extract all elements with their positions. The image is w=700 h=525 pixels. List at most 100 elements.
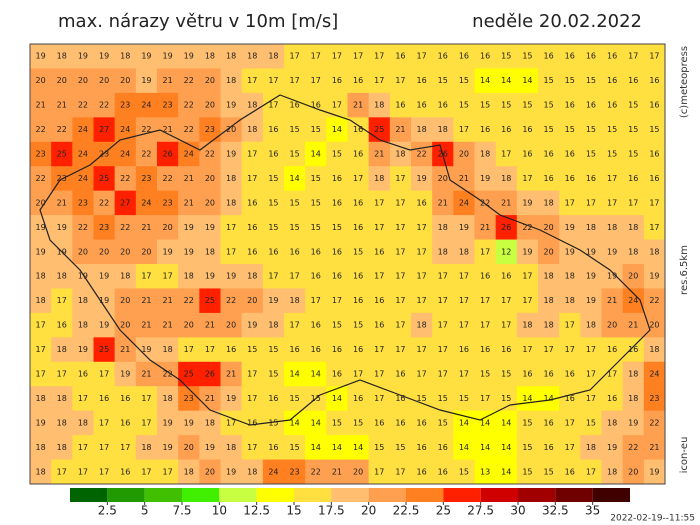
cell-value: 17 [268, 101, 278, 110]
grid-cell [284, 435, 306, 461]
grid-cell [305, 44, 327, 69]
grid-cell [326, 435, 348, 461]
cell-value: 17 [374, 370, 384, 379]
grid-cell [474, 141, 497, 167]
cell-value: 19 [480, 174, 490, 183]
grid-cell [559, 141, 581, 167]
cell-value: 18 [565, 272, 575, 281]
cell-value: 16 [247, 198, 257, 207]
cell-value: 15 [459, 394, 469, 403]
grid-cell [411, 190, 433, 216]
grid-cell [538, 117, 560, 143]
cell-value: 19 [35, 223, 45, 232]
grid-cell [622, 44, 645, 69]
cell-value: 16 [99, 394, 109, 403]
grid-cell [411, 288, 433, 314]
grid-cell [262, 386, 285, 412]
cell-value: 15 [311, 198, 321, 207]
grid-cell [51, 337, 73, 363]
grid-cell [368, 92, 391, 118]
cell-value: 26 [501, 223, 511, 232]
grid-cell [368, 337, 391, 363]
grid-cell [241, 386, 264, 412]
grid-cell [347, 386, 370, 412]
legend-swatch [555, 488, 593, 502]
grid-cell [432, 337, 454, 363]
grid-cell [114, 435, 137, 461]
grid-cell [516, 117, 539, 143]
grid-cell [368, 215, 391, 241]
cell-value: 17 [586, 394, 596, 403]
grid-cell [516, 361, 539, 387]
cell-value: 19 [35, 418, 45, 427]
grid-cell [495, 288, 518, 314]
grid-cell [580, 117, 602, 143]
grid-cell [495, 44, 518, 69]
grid-cell [538, 459, 560, 485]
grid-cell [51, 459, 73, 485]
legend-tick-label: 30 [510, 504, 525, 518]
cell-value: 21 [459, 174, 469, 183]
grid-cell [601, 215, 624, 241]
grid-cell [262, 361, 285, 387]
grid-cell [559, 288, 581, 314]
grid-cell [51, 288, 73, 314]
cell-value: 22 [57, 125, 67, 134]
cell-value: 15 [289, 150, 299, 159]
legend-swatch [107, 488, 145, 502]
cell-value: 21 [184, 198, 194, 207]
grid-cell [284, 44, 306, 69]
cell-value: 16 [289, 101, 299, 110]
grid-cell [389, 190, 412, 216]
grid-cell [326, 264, 348, 289]
cell-value: 17 [247, 174, 257, 183]
grid-cell [559, 312, 581, 338]
cell-value: 18 [226, 443, 236, 452]
grid-cell [516, 312, 539, 338]
cell-value: 17 [395, 223, 405, 232]
cell-value: 18 [35, 272, 45, 281]
grid-cell [389, 239, 412, 265]
grid-cell [495, 190, 518, 216]
cell-value: 20 [226, 125, 236, 134]
grid-cell [538, 361, 560, 387]
grid-cell [157, 190, 179, 216]
grid-cell [326, 117, 348, 143]
cell-value: 14 [332, 125, 342, 134]
cell-value: 18 [649, 247, 659, 256]
cell-value: 16 [543, 174, 553, 183]
cell-value: 17 [543, 345, 553, 354]
cell-value: 20 [543, 223, 553, 232]
cell-value: 19 [205, 223, 215, 232]
cell-value: 15 [480, 101, 490, 110]
cell-value: 19 [226, 150, 236, 159]
cell-value: 17 [205, 345, 215, 354]
cell-value: 17 [416, 247, 426, 256]
cell-value: 19 [522, 247, 532, 256]
cell-value: 15 [501, 52, 511, 61]
cell-value: 14 [459, 418, 469, 427]
grid-cell [538, 410, 560, 436]
grid-cell [220, 44, 243, 69]
cell-value: 25 [184, 370, 194, 379]
grid-cell [114, 215, 137, 241]
grid-cell [241, 288, 264, 314]
cell-value: 16 [416, 443, 426, 452]
grid-cell [178, 239, 200, 265]
cell-value: 18 [57, 345, 67, 354]
cell-value: 17 [332, 296, 342, 305]
color-legend: 2.5 5 7.5 10 12.5 15 17.5 20 22.5 25 27.5 30 32.5 35 [70, 488, 630, 518]
cell-value: 23 [184, 394, 194, 403]
cell-value: 18 [607, 467, 617, 476]
cell-value: 20 [226, 321, 236, 330]
grid-cell [30, 92, 52, 118]
grid-cell [114, 190, 137, 216]
cell-value: 16 [311, 345, 321, 354]
cell-value: 18 [120, 52, 130, 61]
grid-cell [72, 92, 94, 118]
grid-cell [580, 386, 602, 412]
cell-value: 18 [607, 418, 617, 427]
grid-cell [114, 166, 137, 192]
grid-cell [453, 68, 475, 94]
cell-value: 18 [226, 174, 236, 183]
